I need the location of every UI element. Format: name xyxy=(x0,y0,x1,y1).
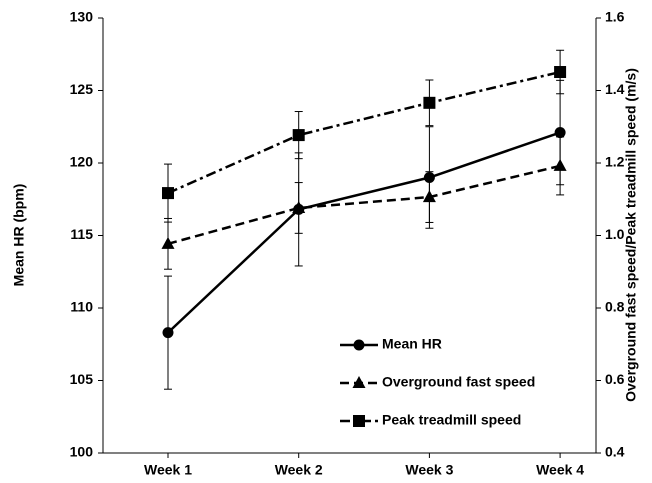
y2-tick-label: 1.2 xyxy=(605,154,625,170)
series-line xyxy=(167,164,561,246)
series-marker xyxy=(554,127,566,139)
y-tick-label: 110 xyxy=(70,299,93,315)
series-marker xyxy=(554,66,567,79)
series-marker xyxy=(292,200,306,213)
y-tick-label: 130 xyxy=(70,9,94,25)
y2-tick-label: 1.0 xyxy=(605,226,625,242)
series-marker xyxy=(161,236,175,249)
x-tick-label: Week 2 xyxy=(275,462,323,478)
legend-marker xyxy=(352,376,366,388)
y2-tick-label: 0.6 xyxy=(605,371,625,387)
y-tick-label: 125 xyxy=(70,81,94,97)
y-tick-label: 115 xyxy=(70,226,93,242)
y-tick-label: 105 xyxy=(70,371,94,387)
y-tick-label: 120 xyxy=(70,154,94,170)
y-axis-label: Mean HR (bpm) xyxy=(11,184,27,287)
y2-axis-label: Overground fast speed/Peak treadmill spe… xyxy=(623,68,639,402)
legend-label: Mean HR xyxy=(382,336,442,352)
y2-tick-label: 1.4 xyxy=(605,81,625,97)
series-line xyxy=(167,131,561,334)
legend-label: Overground fast speed xyxy=(382,374,535,390)
series-marker xyxy=(423,96,436,109)
x-tick-label: Week 3 xyxy=(405,462,453,478)
series-marker xyxy=(162,327,174,339)
series-marker xyxy=(162,187,174,200)
series-marker xyxy=(553,158,567,171)
y2-tick-label: 1.6 xyxy=(605,9,625,25)
x-tick-label: Week 4 xyxy=(536,462,584,478)
legend-marker xyxy=(353,339,365,351)
y2-tick-label: 0.4 xyxy=(605,444,625,460)
series-line xyxy=(167,70,561,195)
legend-marker xyxy=(353,415,365,427)
y-tick-label: 100 xyxy=(70,444,94,460)
series-marker xyxy=(292,129,305,142)
legend-label: Peak treadmill speed xyxy=(382,412,521,428)
y2-tick-label: 0.8 xyxy=(605,299,625,315)
x-tick-label: Week 1 xyxy=(144,462,192,478)
series-marker xyxy=(422,190,436,203)
